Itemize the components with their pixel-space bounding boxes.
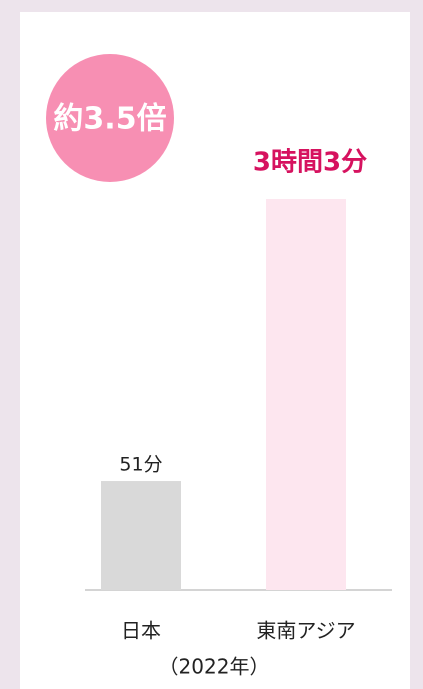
- bar: [266, 199, 346, 590]
- value-label: 3時間3分: [253, 148, 367, 178]
- bar: [101, 481, 181, 590]
- x-tick-label: 東南アジア: [256, 619, 355, 643]
- x-tick-label: 日本: [121, 619, 161, 643]
- value-label: 51分: [119, 454, 162, 476]
- badge-circle: [46, 54, 174, 182]
- note: （2022年）: [159, 655, 270, 679]
- badge-text: 約3.5倍: [53, 102, 166, 137]
